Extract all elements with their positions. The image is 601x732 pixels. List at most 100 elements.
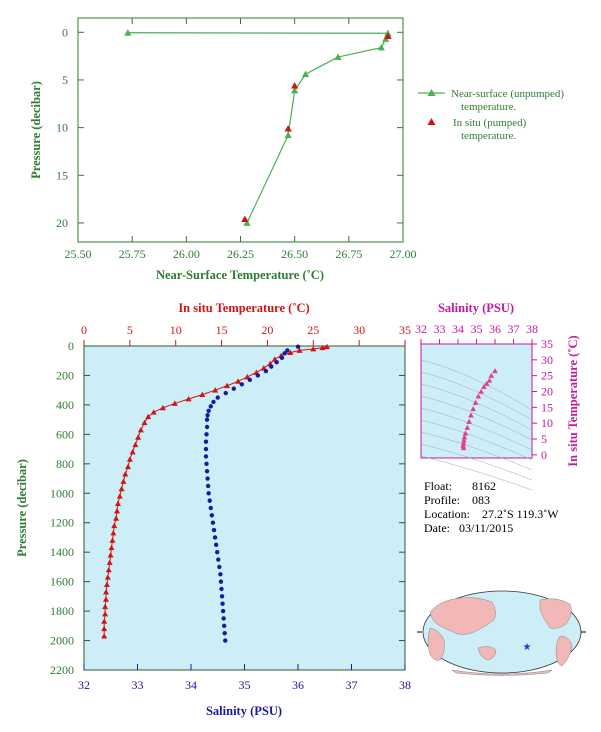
salinity-point: [247, 377, 253, 383]
land-north-america: [539, 598, 572, 629]
salinity-point: [203, 439, 209, 444]
pressure-tick-label: 2000: [50, 634, 74, 648]
salinity-point: [206, 408, 211, 413]
salinity-point: [295, 344, 301, 349]
temperature-point: [101, 633, 108, 639]
legend-unpumped-label-1: Near-surface (unpumped): [451, 88, 564, 100]
ts-temperature-tick-label: 10: [541, 416, 553, 430]
temperature-tick-label: 0: [81, 323, 87, 337]
top-legend: Near-surface (unpumped) temperature. In …: [418, 88, 564, 142]
top-plot-frame: [77, 17, 404, 243]
ts-density-contours: [420, 359, 533, 491]
ts-point: [486, 377, 493, 383]
salinity-tick-label: 38: [399, 678, 411, 692]
temperature-point: [310, 345, 317, 352]
main-top-axis-label: In situ Temperature (˚C): [178, 301, 309, 315]
top-panel: 25.50 25.75 26.00 26.25 26.50 26.75 27.00 0 5 10…: [29, 17, 564, 282]
near-surface-point: [301, 70, 310, 78]
land-eurasia: [429, 597, 496, 635]
near-surface-point: [124, 29, 132, 36]
pressure-tick-label: 800: [56, 457, 74, 471]
ts-temperature-tick-label: 0: [541, 448, 547, 462]
legend-pumped-label-2: temperature.: [461, 130, 517, 142]
temperature-point: [199, 391, 206, 397]
near-surface-point: [334, 53, 342, 60]
salinity-point: [211, 527, 217, 533]
salinity-point: [219, 586, 224, 592]
salinity-point: [222, 630, 227, 636]
temperature-point: [118, 485, 125, 492]
temperature-point: [103, 581, 110, 587]
temperature-point: [116, 493, 123, 499]
temperature-point: [105, 566, 112, 573]
ts-temperature-tick-label: 5: [541, 432, 547, 446]
temperature-point: [111, 522, 118, 529]
ts-point: [478, 388, 484, 394]
temperature-point: [110, 530, 117, 536]
salinity-point: [205, 413, 210, 418]
temperature-point: [102, 603, 109, 610]
density-contour: [420, 431, 533, 471]
top-x-tick-label: 25.50: [65, 247, 92, 261]
pressure-tick-label: 400: [56, 398, 74, 412]
ts-point: [492, 368, 498, 374]
main-pressure-ticks: 0 200 400 600 800 1000 1200 1400 1600 1800 2000 220…: [50, 339, 405, 677]
salinity-point: [220, 608, 226, 614]
pressure-tick-label: 1400: [50, 545, 74, 559]
pressure-tick-label: 2200: [50, 663, 74, 677]
salinity-point: [223, 390, 228, 396]
in-situ-point: [384, 32, 392, 39]
salinity-point: [269, 364, 274, 369]
ts-salinity-ticks: 32 33 34 35 36 37 38: [415, 322, 538, 344]
salinity-point: [208, 404, 213, 409]
top-y-ticks: 0 5 10 15 20: [56, 25, 403, 230]
temperature-tick-label: 20: [261, 323, 273, 337]
salinity-point: [210, 520, 216, 525]
ts-salinity-tick-label: 33: [434, 322, 446, 336]
salinity-tick-label: 35: [239, 678, 251, 692]
salinity-point: [223, 638, 228, 643]
float-info: Float: 8162 Profile: 083 Location: 27.2˚…: [424, 479, 559, 535]
legend-pumped-marker: [427, 118, 436, 125]
salinity-point: [215, 395, 220, 400]
salinity-point: [203, 446, 209, 452]
top-x-axis-label: Near-Surface Temperature (˚C): [156, 268, 324, 282]
main-salinity-ticks: 32 33 34 35 36 37 38: [78, 664, 411, 692]
legend-pumped-label-1: In situ (pumped): [453, 117, 527, 129]
temperature-point: [135, 434, 142, 440]
temperature-point: [319, 344, 326, 351]
float-label: Float:: [424, 479, 452, 493]
salinity-point: [204, 424, 210, 430]
temperature-point: [106, 559, 113, 565]
ts-point: [462, 430, 469, 436]
salinity-point: [221, 616, 226, 621]
pressure-tick-label: 1600: [50, 575, 74, 589]
float-location-marker: ★: [523, 642, 532, 653]
temperature-point: [114, 507, 121, 514]
temperature-point: [145, 413, 152, 420]
top-y-tick-label: 0: [62, 25, 68, 39]
top-x-tick-label: 26.50: [281, 247, 308, 261]
salinity-tick-label: 32: [78, 678, 90, 692]
temperature-point: [125, 463, 132, 470]
ts-salinity-tick-label: 35: [471, 322, 483, 336]
temperature-point: [235, 378, 242, 384]
ts-point: [461, 434, 468, 440]
salinity-point: [219, 594, 225, 599]
main-series: [101, 343, 331, 643]
salinity-point: [221, 623, 227, 629]
density-contour: [420, 407, 533, 451]
pressure-tick-label: 0: [68, 339, 74, 353]
pressure-tick-label: 1800: [50, 604, 74, 618]
salinity-point: [204, 468, 210, 474]
salinity-point: [203, 454, 209, 459]
ts-point: [464, 424, 471, 430]
top-y-tick-label: 20: [56, 216, 68, 230]
salinity-point: [255, 373, 261, 378]
salinity-point: [204, 461, 209, 467]
temperature-point: [185, 396, 192, 402]
salinity-point: [213, 542, 219, 548]
ts-temperature-tick-label: 15: [541, 400, 553, 414]
